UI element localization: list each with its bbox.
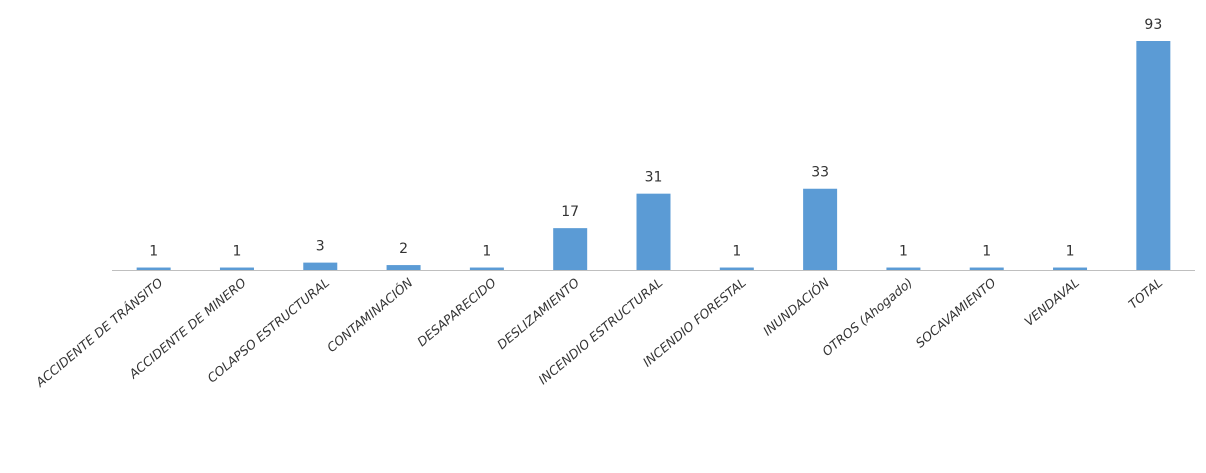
x-tick-label: CONTAMINACIÓN (324, 274, 416, 355)
bar (803, 189, 837, 270)
bar (303, 263, 337, 270)
bar (1136, 41, 1170, 270)
data-label: 2 (399, 241, 408, 257)
bar (970, 268, 1004, 270)
data-label: 93 (1144, 17, 1162, 33)
data-label: 1 (482, 244, 491, 260)
bar (220, 268, 254, 270)
data-label: 1 (149, 244, 158, 260)
bar (553, 228, 587, 270)
x-tick-label: DESLIZAMIENTO (494, 275, 582, 352)
page: 1ACCIDENTE DE TRÁNSITO1ACCIDENTE DE MINE… (0, 0, 1206, 473)
bar (637, 194, 671, 270)
bar (886, 268, 920, 270)
data-label: 17 (561, 204, 579, 220)
bar (720, 268, 754, 270)
x-tick-label: DESAPARECIDO (414, 275, 499, 350)
x-tick-label: INUNDACIÓN (760, 274, 832, 338)
x-tick-label: TOTAL (1125, 275, 1165, 312)
data-label: 33 (811, 165, 829, 181)
data-label: 1 (1066, 244, 1075, 260)
bar (387, 265, 421, 270)
bar (470, 268, 504, 270)
x-tick-label: ACCIDENTE DE TRÁNSITO (32, 275, 166, 391)
x-tick-label: SOCAVAMIENTO (912, 275, 998, 351)
data-label: 1 (899, 244, 908, 260)
data-label: 1 (233, 244, 242, 260)
x-tick-label: VENDAVAL (1021, 275, 1082, 329)
bar (1053, 268, 1087, 270)
data-label: 31 (645, 170, 663, 186)
data-label: 1 (982, 244, 991, 260)
data-label: 3 (316, 239, 325, 255)
bar (137, 268, 171, 270)
data-label: 1 (732, 244, 741, 260)
x-tick-label: OTROS (Ahogado) (819, 275, 915, 359)
chart: 1ACCIDENTE DE TRÁNSITO1ACCIDENTE DE MINE… (0, 0, 1206, 473)
